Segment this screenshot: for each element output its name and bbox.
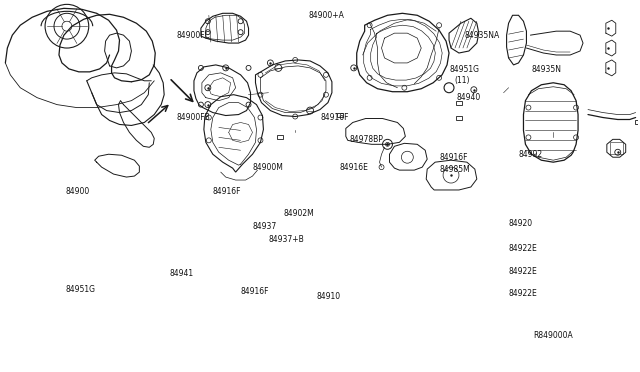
Text: 84900FB: 84900FB [176,113,210,122]
Bar [456,116,462,119]
Text: 84922E: 84922E [509,267,538,276]
Text: 84922E: 84922E [509,289,538,298]
Text: 84910: 84910 [316,292,340,301]
Text: 84916F: 84916F [241,287,269,296]
Bar [456,101,462,105]
Text: 84916E: 84916E [340,163,369,171]
Text: (11): (11) [454,76,470,85]
Text: 84985M: 84985M [439,165,470,174]
Text: 84920: 84920 [509,219,532,228]
Text: R849000A: R849000A [533,331,573,340]
Text: 84900: 84900 [66,187,90,196]
Text: 84916F: 84916F [213,187,241,196]
Bar [337,113,343,116]
Text: 84951G: 84951G [449,65,479,74]
Text: 84992: 84992 [518,150,543,159]
Text: 84937: 84937 [253,222,276,231]
Text: 84935N: 84935N [531,65,561,74]
Text: 84978BP: 84978BP [350,135,383,144]
Text: 84940: 84940 [457,93,481,102]
Text: 84922E: 84922E [509,244,538,253]
Text: 84916F: 84916F [439,153,468,162]
Text: 84951G: 84951G [66,285,96,294]
Text: 84900FC: 84900FC [176,31,210,40]
Text: 84941: 84941 [169,269,193,278]
Text: 84900+A: 84900+A [308,11,344,20]
Text: 84900M: 84900M [253,163,284,171]
Text: 84902M: 84902M [284,209,314,218]
Bar [277,135,284,140]
Text: 84937+B: 84937+B [268,235,304,244]
Text: 84935NA: 84935NA [465,31,500,40]
Bar [635,121,640,125]
Text: 84916F: 84916F [320,113,349,122]
